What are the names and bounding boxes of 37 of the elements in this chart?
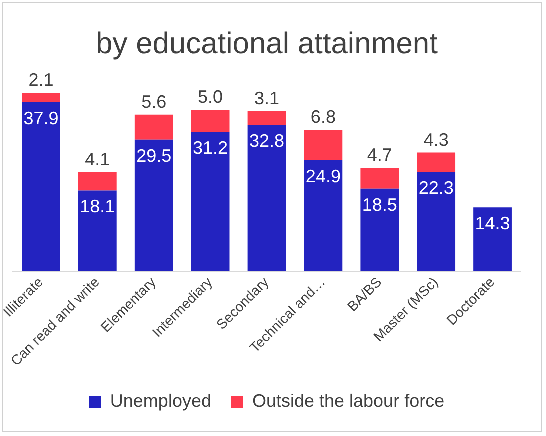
bar	[417, 152, 456, 172]
bar	[191, 110, 230, 132]
data-label: 4.7	[367, 144, 392, 165]
chart-title: by educational attainment	[96, 27, 439, 60]
data-label: 22.3	[418, 178, 454, 198]
data-label: 18.5	[362, 194, 398, 215]
data-label: 3.1	[254, 88, 280, 108]
data-label: 4.1	[85, 149, 110, 170]
data-label: 4.3	[424, 130, 449, 150]
bar	[191, 132, 230, 272]
bar	[78, 190, 117, 272]
bar	[22, 93, 60, 102]
data-label: 32.8	[249, 131, 285, 152]
data-label: 5.6	[142, 92, 167, 112]
bar	[22, 102, 60, 272]
data-label: 18.1	[80, 196, 116, 217]
data-label: 14.3	[475, 214, 510, 234]
data-label: 29.5	[136, 146, 172, 166]
bar	[78, 172, 117, 191]
bar	[248, 125, 286, 272]
legend-label: Unemployed	[110, 390, 212, 411]
bar	[474, 208, 512, 272]
bar	[134, 114, 174, 140]
legend-label: Outside the labour force	[252, 390, 445, 411]
data-label: 31.2	[193, 138, 228, 158]
bar	[248, 111, 286, 126]
data-label: 24.9	[306, 166, 341, 186]
bar	[417, 172, 456, 272]
bar	[304, 130, 343, 160]
bar	[360, 188, 400, 272]
bar	[304, 160, 343, 272]
bar	[134, 140, 174, 272]
data-label: 2.1	[28, 70, 54, 90]
bar	[360, 168, 400, 189]
data-label: 37.9	[24, 108, 59, 128]
data-label: 6.8	[310, 107, 336, 128]
data-label: 5.0	[198, 86, 224, 107]
